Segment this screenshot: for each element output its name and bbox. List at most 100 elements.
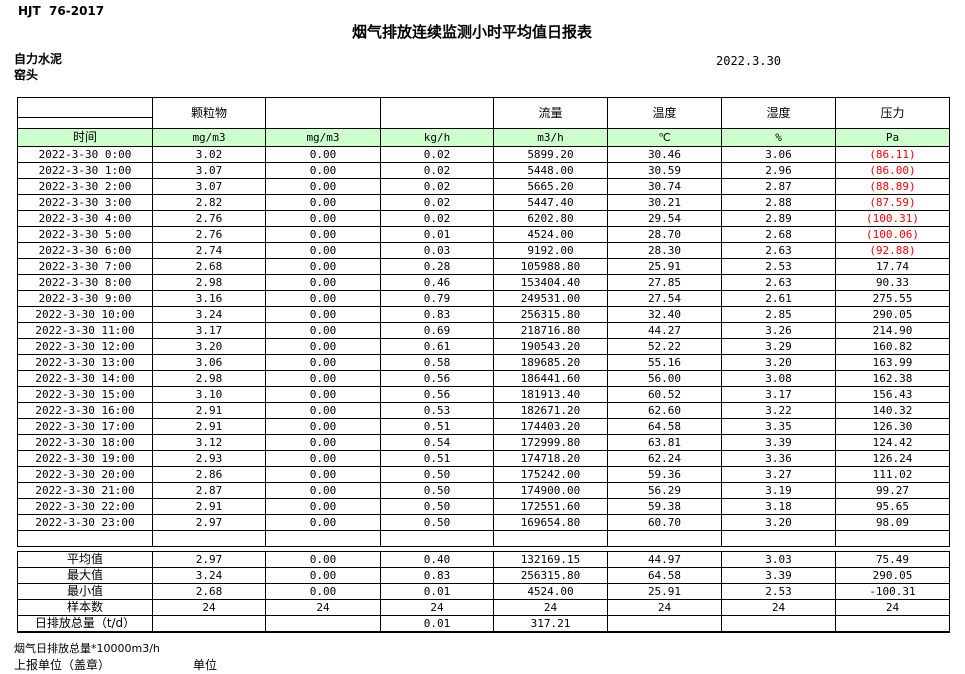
table-row: 2022-3-30 2:00 3.07 0.00 0.02 5665.20 30.74 2.… (17, 178, 950, 195)
value-cell: 3.17 (152, 322, 266, 339)
unit-mgm3: mg/m3 (265, 128, 381, 147)
group-header-row: 颗粒物 流量 温度 湿度 压力 (17, 97, 950, 129)
table-row: 2022-3-30 3:00 2.82 0.00 0.02 5447.40 30.21 2.… (17, 194, 950, 211)
unit-time: 时间 (17, 128, 153, 147)
value-cell: 132169.15 (493, 551, 608, 568)
value-cell: 0.00 (265, 434, 381, 451)
value-cell: 3.18 (721, 498, 836, 515)
table-body: 颗粒物 流量 温度 湿度 压力 时间 mg/m3 mg/m3 kg/h m3/h… (17, 97, 950, 633)
value-cell: 59.36 (607, 466, 722, 483)
station-name: 窑头 (14, 68, 39, 82)
value-cell: 172999.80 (493, 434, 608, 451)
table-row: 2022-3-30 6:00 2.74 0.00 0.03 9192.00 28.30 2.… (17, 242, 950, 259)
row-label-cell: 2022-3-30 7:00 (17, 258, 153, 275)
value-cell: 24 (152, 599, 266, 616)
value-cell: 60.52 (607, 386, 722, 403)
value-cell: (88.89) (835, 178, 950, 195)
row-label-cell: 2022-3-30 17:00 (17, 418, 153, 435)
value-cell: 3.19 (721, 482, 836, 499)
value-cell: 4524.00 (493, 226, 608, 243)
value-cell: 0.02 (380, 194, 494, 211)
value-cell: 2.96 (721, 162, 836, 179)
value-cell: (100.06) (835, 226, 950, 243)
value-cell: 3.07 (152, 162, 266, 179)
value-cell: 59.38 (607, 498, 722, 515)
value-cell: 24 (721, 599, 836, 616)
value-cell: 2.98 (152, 370, 266, 387)
value-cell: 60.70 (607, 514, 722, 531)
value-cell: 169654.80 (493, 514, 608, 531)
value-cell: 181913.40 (493, 386, 608, 403)
value-cell: 275.55 (835, 290, 950, 307)
value-cell: 3.27 (721, 466, 836, 483)
row-label-cell: 2022-3-30 5:00 (17, 226, 153, 243)
value-cell: 27.54 (607, 290, 722, 307)
value-cell: 99.27 (835, 482, 950, 499)
value-cell: 3.26 (721, 322, 836, 339)
value-cell: 0.02 (380, 146, 494, 163)
value-cell: 2.85 (721, 306, 836, 323)
value-cell: 90.33 (835, 274, 950, 291)
unit-label: 单位 (193, 658, 218, 672)
value-cell: 3.36 (721, 450, 836, 467)
summary-row: 日排放总量（t/d） 0.01 317.21 (17, 615, 950, 633)
header-flow: 流量 (493, 97, 608, 129)
value-cell: 0.00 (265, 370, 381, 387)
table-row: 2022-3-30 7:00 2.68 0.00 0.28 105988.80 25.91… (17, 258, 950, 275)
table-row: 2022-3-30 14:00 2.98 0.00 0.56 186441.60 56.0… (17, 370, 950, 387)
value-cell: 0.00 (265, 242, 381, 259)
row-label-cell: 2022-3-30 9:00 (17, 290, 153, 307)
value-cell: 3.12 (152, 434, 266, 451)
value-cell: 0.00 (265, 583, 381, 600)
value-cell: 24 (493, 599, 608, 616)
table-row: 2022-3-30 21:00 2.87 0.00 0.50 174900.00 56.2… (17, 482, 950, 499)
summary-row: 最大值 3.24 0.00 0.83 256315.80 64.58 3.39 290.05 (17, 567, 950, 584)
value-cell: 175242.00 (493, 466, 608, 483)
value-cell: 0.00 (265, 354, 381, 371)
value-cell: 5665.20 (493, 178, 608, 195)
value-cell: 290.05 (835, 306, 950, 323)
value-cell: 0.00 (265, 210, 381, 227)
value-cell: (87.59) (835, 194, 950, 211)
value-cell: 0.02 (380, 162, 494, 179)
summary-row: 最小值 2.68 0.00 0.01 4524.00 25.91 2.53 -100.31 (17, 583, 950, 600)
value-cell: 0.00 (265, 194, 381, 211)
row-label-cell: 2022-3-30 10:00 (17, 306, 153, 323)
value-cell: 95.65 (835, 498, 950, 515)
table-row: 2022-3-30 19:00 2.93 0.00 0.51 174718.20 62.2… (17, 450, 950, 467)
value-cell: 249531.00 (493, 290, 608, 307)
value-cell: 2.53 (721, 258, 836, 275)
table-row: 2022-3-30 11:00 3.17 0.00 0.69 218716.80 44.2… (17, 322, 950, 339)
value-cell: 0.46 (380, 274, 494, 291)
page-title: 烟气排放连续监测小时平均值日报表 (351, 23, 592, 41)
table-row: 2022-3-30 22:00 2.91 0.00 0.50 172551.60 59.3… (17, 498, 950, 515)
report-date: 2022.3.30 (716, 54, 782, 68)
value-cell: (86.11) (835, 146, 950, 163)
value-cell: 0.50 (380, 498, 494, 515)
value-cell: 3.20 (721, 354, 836, 371)
value-cell: 140.32 (835, 402, 950, 419)
value-cell: 214.90 (835, 322, 950, 339)
value-cell: 63.81 (607, 434, 722, 451)
value-cell: 174900.00 (493, 482, 608, 499)
value-cell: 2.68 (721, 226, 836, 243)
row-label-cell: 样本数 (17, 599, 153, 616)
table-row: 2022-3-30 4:00 2.76 0.00 0.02 6202.80 29.54 2.… (17, 210, 950, 227)
row-label-cell: 2022-3-30 3:00 (17, 194, 153, 211)
row-label-cell: 最小值 (17, 583, 153, 600)
value-cell: 160.82 (835, 338, 950, 355)
header-humidity: 湿度 (721, 97, 836, 129)
value-cell: 30.59 (607, 162, 722, 179)
value-cell: 3.06 (721, 146, 836, 163)
value-cell: 0.50 (380, 466, 494, 483)
row-label-cell: 2022-3-30 2:00 (17, 178, 153, 195)
value-cell: 3.07 (152, 178, 266, 195)
report-table: 颗粒物 流量 温度 湿度 压力 时间 mg/m3 mg/m3 kg/h m3/h… (17, 97, 950, 633)
value-cell: 30.21 (607, 194, 722, 211)
value-cell: 182671.20 (493, 402, 608, 419)
value-cell: 2.97 (152, 551, 266, 568)
value-cell: 0.56 (380, 386, 494, 403)
corner-cell-top (17, 97, 153, 118)
table-row: 2022-3-30 18:00 3.12 0.00 0.54 172999.80 63.8… (17, 434, 950, 451)
value-cell: 105988.80 (493, 258, 608, 275)
